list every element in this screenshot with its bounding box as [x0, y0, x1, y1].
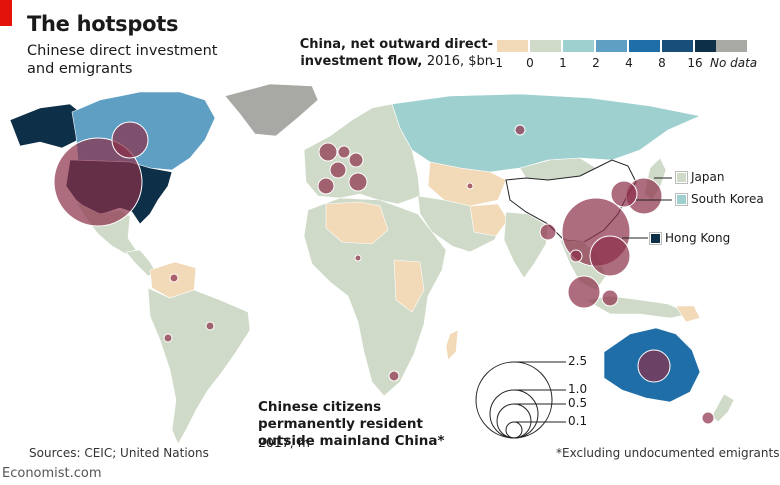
bubble-russia	[514, 124, 526, 136]
brand-accent-bar	[0, 0, 12, 26]
chart-subtitle: Chinese direct investment and emigrants	[27, 43, 218, 77]
legend-tick-5: 8	[658, 56, 666, 70]
no-data-label: No data	[710, 56, 758, 70]
callout-lines	[622, 177, 672, 239]
legend-swatch-0	[497, 40, 528, 52]
bubble-size-legend	[475, 361, 566, 439]
callout-hong-kong: Hong Kong	[649, 231, 731, 245]
legend-swatch-1	[530, 40, 561, 52]
legend-tick-1: 0	[526, 56, 534, 70]
brand-logo: Economist.com	[2, 466, 102, 481]
papua	[675, 305, 701, 323]
south-korea-swatch	[675, 192, 688, 206]
madagascar	[445, 329, 459, 361]
callout-south-korea-label: South Korea	[691, 192, 764, 206]
legend-tick-3: 2	[592, 56, 600, 70]
bubble-france	[329, 161, 347, 179]
bubble-brazil	[205, 321, 215, 331]
bubble-legend-value-4: 0.1	[568, 414, 588, 428]
bubble-uk	[318, 142, 338, 162]
indonesia	[585, 295, 691, 319]
color-legend-swatches	[497, 40, 728, 52]
hong-kong-swatch	[649, 231, 662, 245]
callout-south-korea: South Korea	[675, 192, 764, 206]
bubble-canada	[111, 121, 149, 159]
bubble-myanmar	[539, 223, 557, 241]
bubble-germany	[348, 152, 364, 168]
legend-swatch-5	[662, 40, 693, 52]
color-legend-unit: 2016, $bn	[426, 54, 493, 69]
bubble-south-korea	[610, 180, 638, 208]
bubble-australia	[637, 349, 671, 383]
bubble-legend-value-3: 0.5	[568, 396, 588, 410]
africa	[303, 197, 447, 397]
russia	[391, 93, 701, 173]
central-asia	[427, 161, 507, 207]
legend-tick-0: -1	[491, 56, 503, 70]
europe	[303, 103, 421, 205]
iran	[469, 203, 509, 237]
bubble-hong-kong	[589, 235, 631, 277]
bubble-nigeria	[354, 254, 362, 262]
bubble-venezuela	[169, 273, 179, 283]
color-legend-title: China, net outward direct-investment flo…	[293, 36, 493, 70]
central-africa-beige	[393, 259, 425, 313]
footnote: *Excluding undocumented emigrants	[556, 446, 780, 460]
india	[503, 211, 549, 279]
bubble-italy	[348, 172, 368, 192]
north-africa-beige	[325, 201, 389, 245]
color-legend-title-text: China, net outward direct-investment flo…	[299, 37, 493, 69]
alaska	[9, 103, 81, 149]
chart-title: The hotspots	[27, 12, 179, 36]
bubble-spain	[317, 177, 335, 195]
bubble-netherlands	[337, 145, 351, 159]
bubble-legend-value-2: 1.0	[568, 382, 588, 396]
bubble-legend-title: Chinese citizens permanently resident ou…	[258, 399, 445, 449]
legend-swatch-3	[596, 40, 627, 52]
bubble-south-africa	[388, 370, 400, 382]
bubble-indonesia	[567, 275, 601, 309]
legend-tick-4: 4	[625, 56, 633, 70]
bubble-legend-value-1: 2.5	[568, 354, 588, 368]
bubble-peru	[163, 333, 173, 343]
bubble-usa	[53, 137, 143, 227]
legend-tick-2: 1	[559, 56, 567, 70]
bubble-kazakhstan	[466, 182, 474, 190]
callout-japan: Japan	[675, 170, 725, 184]
south-america	[147, 287, 251, 445]
bubble-legend-unit: 2017, m	[258, 435, 310, 450]
callout-hong-kong-label: Hong Kong	[665, 231, 731, 245]
legend-swatch-4	[629, 40, 660, 52]
legend-swatch-2	[563, 40, 594, 52]
color-legend-ticks: -1 0 1 2 4 8 16	[484, 56, 703, 72]
bubble-new-zealand	[701, 411, 715, 425]
new-zealand	[711, 393, 735, 423]
sources: Sources: CEIC; United Nations	[29, 446, 209, 460]
bubble-malaysia	[601, 289, 619, 307]
bubble-thailand	[569, 249, 583, 263]
callout-japan-label: Japan	[691, 170, 725, 184]
no-data-swatch	[716, 40, 747, 52]
greenland	[224, 83, 319, 137]
legend-tick-6: 16	[687, 56, 703, 70]
japan-swatch	[675, 170, 688, 184]
